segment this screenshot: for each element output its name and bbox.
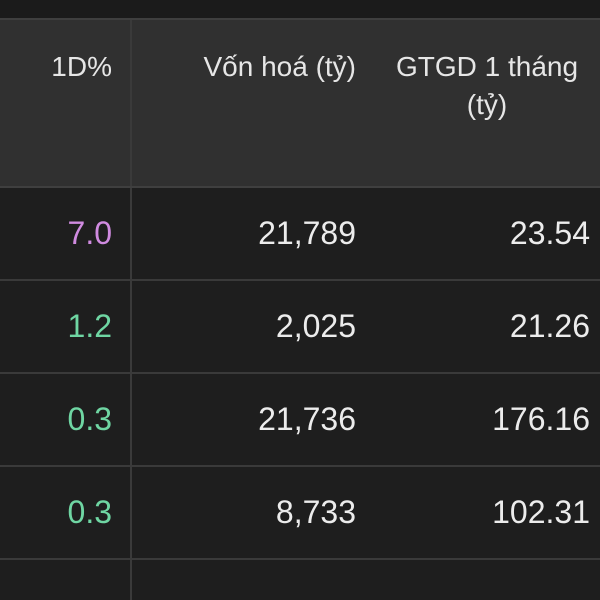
avg-trade-value-cell: 21.26 [509,308,590,344]
table-row[interactable]: 0.3 21,736 176.16 [0,374,600,467]
column-header-market-cap[interactable]: Vốn hoá (tỷ) [203,51,356,82]
avg-trade-value-cell: 176.16 [492,401,590,437]
market-cap-cell: 21,736 [258,401,356,437]
market-cap-cell: 21,789 [258,215,356,251]
avg-trade-value-cell: 23.54 [509,215,590,251]
stock-table: 1D% Vốn hoá (tỷ) GTGD 1 tháng (tỷ) 7.0 2… [0,18,600,600]
footer-spacer-cell [368,560,600,600]
top-strip [0,0,600,18]
market-cap-cell: 2,025 [275,308,356,344]
change-cell: 0.3 [0,374,132,465]
change-cell: 0.3 [0,467,132,558]
avg-trade-value-cell: 102.31 [492,494,590,530]
table-header-row: 1D% Vốn hoá (tỷ) GTGD 1 tháng (tỷ) [0,18,600,188]
footer-spacer-cell [0,560,132,600]
table-row[interactable]: 0.3 8,733 102.31 [0,467,600,560]
column-header-change[interactable]: 1D% [0,20,132,186]
footer-spacer-cell [132,560,368,600]
table-row[interactable]: 7.0 21,789 23.54 [0,188,600,281]
column-header-avg-trade-value[interactable]: GTGD 1 tháng (tỷ) [395,51,579,120]
market-cap-cell: 8,733 [275,494,356,530]
change-cell: 1.2 [0,281,132,372]
table-row[interactable]: 1.2 2,025 21.26 [0,281,600,374]
table-footer-row [0,560,600,600]
change-cell: 7.0 [0,188,132,279]
